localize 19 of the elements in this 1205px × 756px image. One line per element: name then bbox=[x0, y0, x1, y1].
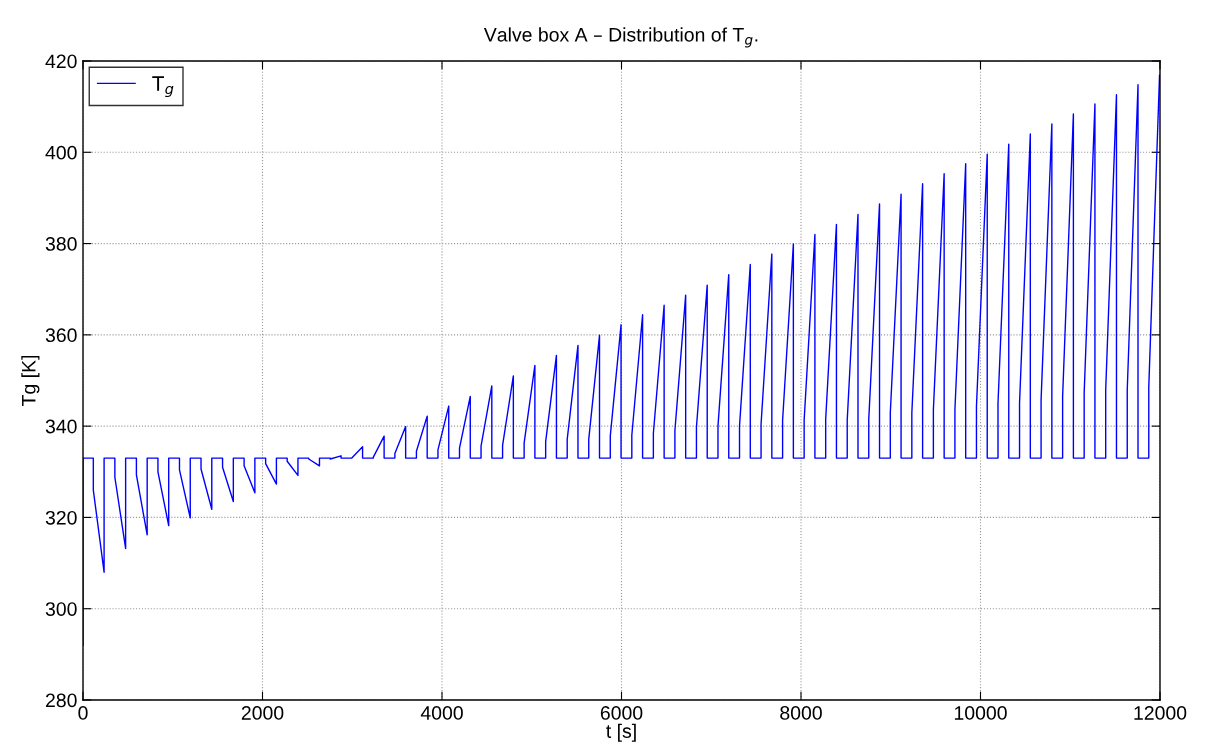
y-tick-label: 280 bbox=[45, 693, 77, 708]
x-tick-label: 12000 bbox=[1134, 706, 1187, 720]
y-tick-label: 420 bbox=[45, 54, 77, 69]
y-tick-label: 380 bbox=[45, 237, 77, 251]
x-tick-label: 6000 bbox=[600, 706, 643, 720]
legend-label: T$_{g}$ bbox=[152, 76, 174, 98]
chart-title: Valve box A – Distribution of T$_{g}$. bbox=[483, 27, 758, 48]
y-tick-label: 300 bbox=[45, 602, 77, 616]
y-tick-label: 320 bbox=[45, 510, 77, 525]
y-tick-label: 340 bbox=[45, 419, 77, 434]
y-tick-label: 360 bbox=[45, 328, 77, 343]
x-tick-label: 4000 bbox=[420, 706, 463, 720]
y-tick-label: 400 bbox=[45, 145, 77, 160]
x-axis-title: t [s] bbox=[606, 723, 636, 742]
y-axis-title: Tg [K] bbox=[21, 355, 40, 406]
x-tick-label: 10000 bbox=[954, 706, 1007, 720]
x-tick-label: 8000 bbox=[780, 706, 822, 720]
x-tick-label: 0 bbox=[78, 706, 88, 720]
x-tick-label: 2000 bbox=[241, 706, 284, 720]
